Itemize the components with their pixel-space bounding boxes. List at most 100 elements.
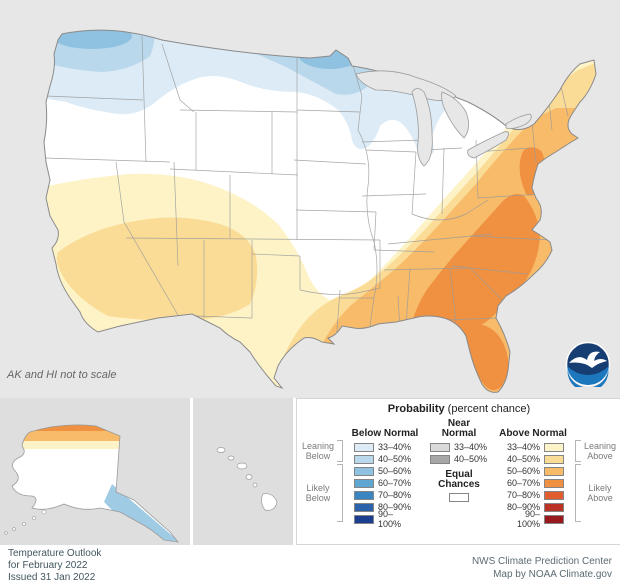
legend-title-bold: Probability [387, 403, 445, 415]
range-label: 33–40% [506, 442, 540, 452]
range-label: 90–100% [378, 509, 402, 529]
range-label: 70–80% [378, 490, 412, 500]
legend-row: 40–50% [491, 453, 575, 465]
range-label: 80–90% [506, 502, 540, 512]
footer-left: Temperature Outlook for February 2022 Is… [8, 548, 102, 583]
legend-row: 50–60% [343, 465, 427, 477]
alaska-inset-svg [0, 398, 190, 545]
leaning-below-line2: Below [305, 451, 331, 461]
range-label: 50–60% [378, 466, 412, 476]
aleutian-islands [4, 509, 47, 535]
footer-source: NWS Climate Prediction Center [471, 556, 612, 567]
range-label: 60–70% [506, 478, 540, 488]
range-label: 33–40% [454, 442, 488, 452]
leaning-above-line2: Above [587, 451, 613, 461]
legend-row: 40–50% [343, 453, 427, 465]
leaning-above-group: Leaning Above [575, 439, 619, 463]
conus-map-svg [43, 29, 597, 393]
range-label: 60–70% [378, 478, 412, 488]
legend-row: 90–100% [491, 509, 575, 529]
near-normal-header-line1: Near [447, 418, 471, 429]
color-swatch [430, 442, 450, 452]
likely-below-line1: Likely [306, 483, 330, 493]
alaska-shading [12, 424, 178, 542]
likely-below-group: Likely Below [299, 463, 343, 523]
leaning-above-line1: Leaning [583, 441, 617, 451]
likely-below-bracket [337, 464, 343, 522]
legend-body: Leaning Below Likely Below [299, 417, 619, 530]
legend-row: 60–70% [343, 477, 427, 489]
legend-row: 90–100% [343, 509, 427, 529]
color-swatch [544, 502, 564, 512]
likely-above-group: Likely Above [575, 463, 619, 523]
bottom-strip: Probability (percent chance) Leaning Bel… [0, 398, 620, 545]
likely-below-line2: Below [305, 493, 331, 503]
equal-chances-label: Equal Chances [427, 470, 491, 490]
legend-near-column: Near Normal 33–40% 40–50% Equal Chances [427, 417, 491, 525]
equal-chances-line1: Equal [445, 469, 473, 480]
color-swatch [430, 454, 450, 464]
below-normal-50-60-west-core [52, 30, 132, 49]
above-side-labels: Leaning Above Likely Above [575, 417, 619, 525]
great-lakes [355, 70, 532, 167]
color-swatch [544, 454, 564, 464]
below-normal-header: Below Normal [351, 428, 419, 439]
likely-above-line2: Above [587, 493, 613, 503]
range-label: 40–50% [454, 454, 488, 464]
color-swatch [544, 466, 564, 476]
legend-row: 70–80% [343, 489, 427, 501]
legend-title: Probability (percent chance) [299, 403, 619, 415]
near-normal-header: Near Normal [427, 417, 491, 441]
hawaii-islands [216, 447, 278, 511]
state-boundaries [44, 35, 569, 345]
range-label: 33–40% [378, 442, 412, 452]
lake-ontario [505, 113, 532, 129]
legend-row: 33–40% [491, 441, 575, 453]
footer: Temperature Outlook for February 2022 Is… [0, 545, 620, 585]
alaska-outline [11, 424, 179, 543]
color-swatch [544, 490, 564, 500]
range-label: 50–60% [506, 466, 540, 476]
legend-panel: Probability (percent chance) Leaning Bel… [296, 398, 620, 545]
color-swatch [354, 454, 374, 464]
legend-row: 50–60% [491, 465, 575, 477]
leaning-below-label: Leaning Below [299, 441, 337, 461]
hawaii-inset-map [193, 398, 293, 545]
near-normal-header-line2: Normal [441, 428, 477, 439]
likely-below-label: Likely Below [299, 483, 337, 503]
range-label: 40–50% [378, 454, 412, 464]
noaa-logo [565, 341, 611, 392]
color-swatch [354, 490, 374, 500]
legend-below-column: Below Normal 33–40% 40–50% 50–60% 60–70%… [343, 417, 427, 530]
leaning-above-bracket [575, 440, 581, 462]
hawaii-inset-svg [193, 398, 293, 545]
leaning-below-bracket [337, 440, 343, 462]
lake-erie [467, 131, 509, 159]
legend-row: 40–50% [427, 453, 491, 465]
footer-credit: Map by NOAA Climate.gov [493, 569, 612, 580]
above-normal-40-50-west-region [56, 217, 258, 321]
color-swatch [354, 478, 374, 488]
legend-row: 80–90% [491, 501, 575, 513]
equal-chances-block: Equal Chances [427, 470, 491, 502]
scale-note: AK and HI not to scale [7, 369, 117, 381]
alaska-panhandle-below-normal [104, 484, 178, 542]
leaning-below-group: Leaning Below [299, 439, 343, 463]
likely-above-line1: Likely [588, 483, 612, 493]
leaning-above-label: Leaning Above [581, 441, 619, 461]
legend-above-column: Above Normal 33–40% 40–50% 50–60% 60–70%… [491, 417, 575, 530]
conus-map: AK and HI not to scale [0, 0, 620, 398]
lake-michigan [411, 88, 433, 167]
equal-chances-line2: Chances [438, 479, 480, 490]
equal-chances-swatch [449, 493, 469, 502]
footer-title: Temperature Outlook [8, 548, 102, 559]
color-swatch [544, 478, 564, 488]
leaning-below-line1: Leaning [301, 441, 335, 451]
legend-row: 33–40% [427, 441, 491, 453]
color-swatch [544, 514, 564, 524]
footer-period: for February 2022 [8, 560, 88, 571]
legend-row: 60–70% [491, 477, 575, 489]
color-swatch [354, 514, 374, 524]
range-label: 40–50% [506, 454, 540, 464]
